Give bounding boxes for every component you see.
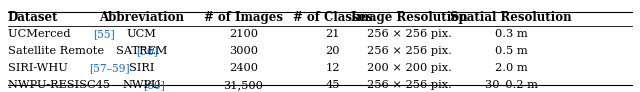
Text: 256 × 256 pix.: 256 × 256 pix. bbox=[367, 80, 452, 90]
Text: SATREM: SATREM bbox=[116, 46, 167, 56]
Text: 2400: 2400 bbox=[229, 63, 258, 73]
Text: NWPU-RESISC45: NWPU-RESISC45 bbox=[8, 80, 113, 90]
Text: SIRI-WHU: SIRI-WHU bbox=[8, 63, 71, 73]
Text: # of Classes: # of Classes bbox=[293, 11, 372, 24]
Text: 31,500: 31,500 bbox=[223, 80, 264, 90]
Text: 200 × 200 pix.: 200 × 200 pix. bbox=[367, 63, 452, 73]
Text: 3000: 3000 bbox=[229, 46, 258, 56]
Text: SIRI: SIRI bbox=[129, 63, 154, 73]
Text: [60]: [60] bbox=[143, 80, 166, 90]
Text: [55]: [55] bbox=[93, 29, 115, 39]
Text: [56]: [56] bbox=[136, 46, 157, 56]
Text: 45: 45 bbox=[326, 80, 340, 90]
Text: 2100: 2100 bbox=[229, 29, 258, 39]
Text: NWPU: NWPU bbox=[122, 80, 161, 90]
Text: UCM: UCM bbox=[127, 29, 157, 39]
Text: Spatial Resolution: Spatial Resolution bbox=[451, 11, 572, 24]
Text: 256 × 256 pix.: 256 × 256 pix. bbox=[367, 29, 452, 39]
Text: Image Resolution: Image Resolution bbox=[351, 11, 468, 24]
Text: # of Images: # of Images bbox=[204, 11, 283, 24]
Text: 256 × 256 pix.: 256 × 256 pix. bbox=[367, 46, 452, 56]
Text: 20: 20 bbox=[326, 46, 340, 56]
Text: 12: 12 bbox=[326, 63, 340, 73]
Text: Dataset: Dataset bbox=[8, 11, 58, 24]
Text: Satellite Remote: Satellite Remote bbox=[8, 46, 108, 56]
Text: 0.3 m: 0.3 m bbox=[495, 29, 527, 39]
Text: 2.0 m: 2.0 m bbox=[495, 63, 527, 73]
Text: 0.5 m: 0.5 m bbox=[495, 46, 527, 56]
Text: UCMerced: UCMerced bbox=[8, 29, 74, 39]
Text: 30–0.2 m: 30–0.2 m bbox=[484, 80, 538, 90]
Text: [57–59]: [57–59] bbox=[90, 63, 130, 73]
Text: Abbreviation: Abbreviation bbox=[99, 11, 184, 24]
Text: 21: 21 bbox=[326, 29, 340, 39]
